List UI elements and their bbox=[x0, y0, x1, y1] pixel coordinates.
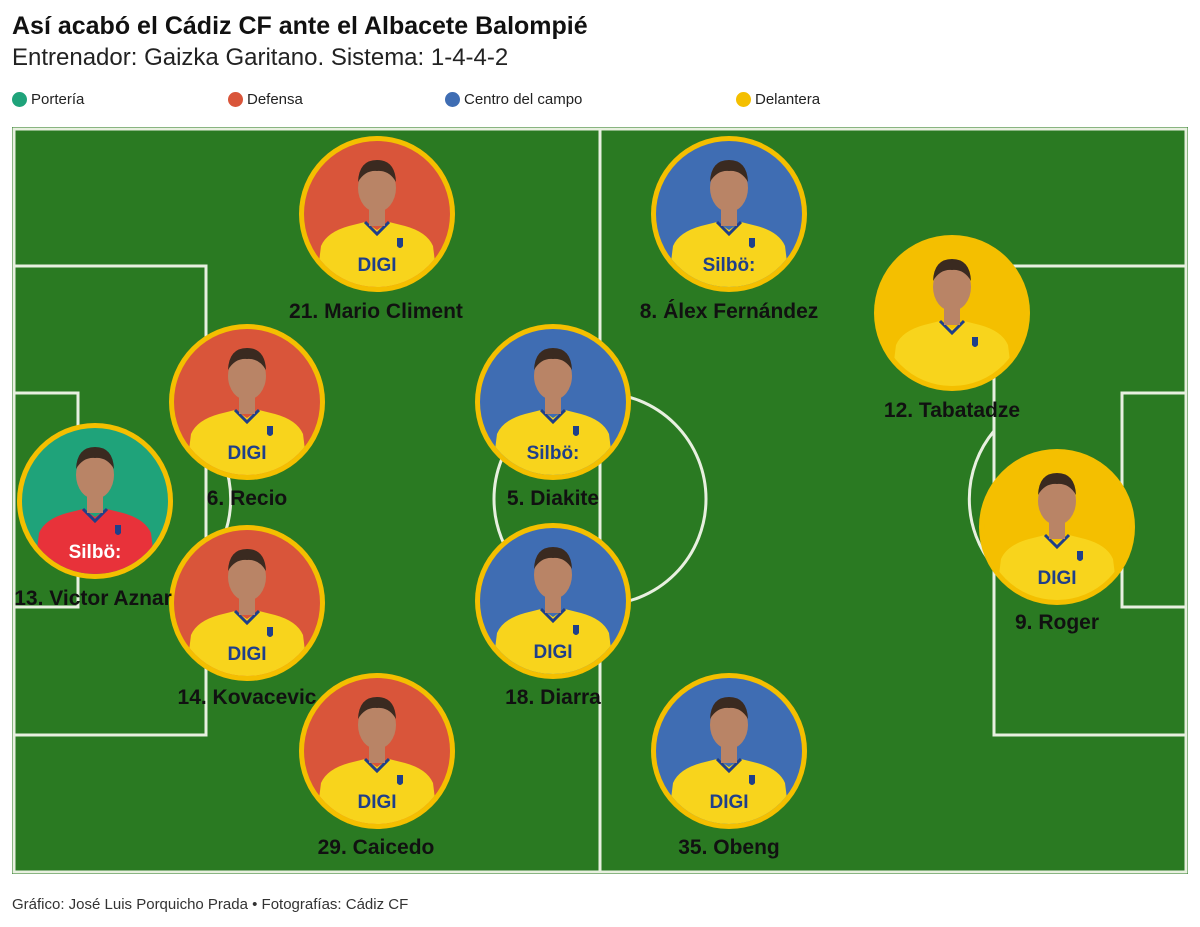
player-portrait-caicedo: DIGI bbox=[297, 671, 457, 831]
player-avatar: DIGI bbox=[651, 673, 807, 829]
player-avatar: Silbö: bbox=[17, 423, 173, 579]
player-name-tabatadze: 12. Tabatadze bbox=[883, 399, 1021, 422]
player-portrait-kovacevic: DIGI bbox=[167, 523, 327, 683]
player-avatar: Silbö: bbox=[651, 136, 807, 292]
player-name-roger: 9. Roger bbox=[1014, 611, 1100, 634]
svg-text:Silbö:: Silbö: bbox=[527, 443, 580, 464]
svg-text:DIGI: DIGI bbox=[533, 642, 572, 663]
legend-dot-icon bbox=[12, 92, 27, 107]
player-name-obeng: 35. Obeng bbox=[678, 836, 780, 859]
player-avatar: DIGI bbox=[169, 525, 325, 681]
legend-label: Portería bbox=[31, 91, 85, 108]
chart-title: Así acabó el Cádiz CF ante el Albacete B… bbox=[12, 12, 588, 40]
svg-text:DIGI: DIGI bbox=[227, 644, 266, 665]
player-name-climent: 21. Mario Climent bbox=[289, 300, 463, 323]
player-portrait-roger: DIGI bbox=[977, 447, 1137, 607]
legend-item-centro: Centro del campo bbox=[445, 91, 582, 108]
svg-text:Silbö:: Silbö: bbox=[69, 542, 122, 563]
player-avatar: DIGI bbox=[169, 324, 325, 480]
player-portrait-diakite: Silbö: bbox=[473, 322, 633, 482]
player-portrait-obeng: DIGI bbox=[649, 671, 809, 831]
player-avatar: DIGI bbox=[299, 136, 455, 292]
player-portrait-alex-fernandez: Silbö: bbox=[649, 134, 809, 294]
legend-item-defensa: Defensa bbox=[228, 91, 303, 108]
player-avatar: DIGI bbox=[299, 673, 455, 829]
player-portrait-recio: DIGI bbox=[167, 322, 327, 482]
player-name-diarra: 18. Diarra bbox=[505, 686, 601, 709]
legend-label: Delantera bbox=[755, 91, 821, 108]
chart-subtitle: Entrenador: Gaizka Garitano. Sistema: 1-… bbox=[12, 44, 509, 71]
legend-label: Defensa bbox=[247, 91, 303, 108]
player-avatar: DIGI bbox=[979, 449, 1135, 605]
legend-dot-icon bbox=[445, 92, 460, 107]
legend-dot-icon bbox=[736, 92, 751, 107]
svg-text:DIGI: DIGI bbox=[357, 792, 396, 813]
player-name-diakite: 5. Diakite bbox=[506, 487, 600, 510]
player-portrait-tabatadze bbox=[872, 233, 1032, 393]
player-name-alex-fernandez: 8. Álex Fernández bbox=[639, 300, 819, 323]
legend-label: Centro del campo bbox=[464, 91, 583, 108]
svg-text:DIGI: DIGI bbox=[1037, 568, 1076, 589]
player-portrait-diarra: DIGI bbox=[473, 521, 633, 681]
credits-footer: Gráfico: José Luis Porquicho Prada • Fot… bbox=[12, 896, 409, 913]
svg-text:DIGI: DIGI bbox=[709, 792, 748, 813]
player-portrait-aznar: Silbö: bbox=[15, 421, 175, 581]
legend-dot-icon bbox=[228, 92, 243, 107]
legend-item-porteria: Portería bbox=[12, 91, 84, 108]
player-name-kovacevic: 14. Kovacevic bbox=[177, 686, 317, 709]
player-name-caicedo: 29. Caicedo bbox=[317, 836, 435, 859]
svg-text:DIGI: DIGI bbox=[227, 443, 266, 464]
player-avatar: DIGI bbox=[475, 523, 631, 679]
player-name-recio: 6. Recio bbox=[206, 487, 288, 510]
player-avatar: Silbö: bbox=[475, 324, 631, 480]
svg-text:DIGI: DIGI bbox=[357, 255, 396, 276]
legend-item-delantera: Delantera bbox=[736, 91, 820, 108]
svg-text:Silbö:: Silbö: bbox=[703, 255, 756, 276]
player-portrait-climent: DIGI bbox=[297, 134, 457, 294]
player-name-aznar: 13. Victor Aznar bbox=[14, 587, 172, 610]
player-avatar bbox=[874, 235, 1030, 391]
